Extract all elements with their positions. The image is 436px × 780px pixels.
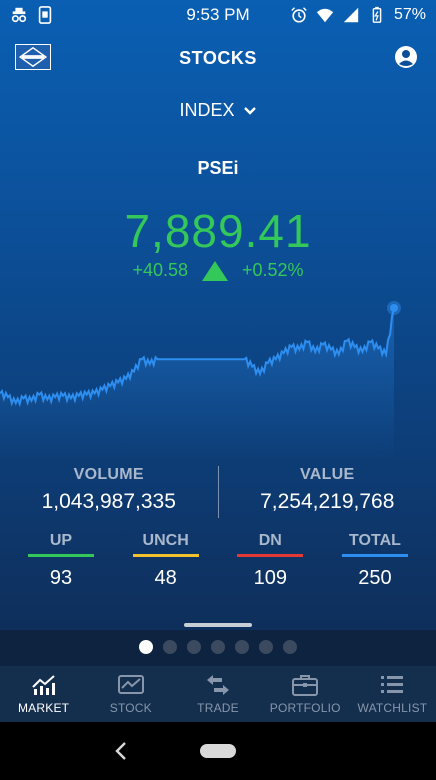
breadth-up: UP 93: [28, 532, 94, 590]
breadth-total-bar: [341, 554, 408, 557]
index-name: PSEi: [197, 158, 239, 178]
trade-arrows-icon: [207, 675, 229, 695]
nav-portfolio[interactable]: PORTFOLIO: [262, 666, 349, 722]
page-dot[interactable]: [187, 640, 201, 654]
nav-watchlist[interactable]: WATCHLIST: [349, 666, 436, 722]
value-label: VALUE: [299, 466, 355, 483]
nav-label: STOCK: [109, 701, 152, 715]
list-icon: [381, 676, 404, 693]
index-value: 7,889.41: [124, 205, 312, 257]
page-indicator: [0, 640, 436, 654]
up-arrow-icon: [202, 260, 228, 281]
page-title: STOCKS: [179, 47, 257, 68]
chart-last-point: [390, 304, 398, 312]
page-dot[interactable]: [235, 640, 249, 654]
home-pill[interactable]: [200, 744, 236, 758]
index-change-percent: +0.52%: [242, 260, 304, 280]
breadth-unch-bar: [132, 554, 199, 557]
stats-divider: [217, 466, 219, 518]
battery-percent: 57%: [393, 6, 426, 23]
system-nav-bar: [0, 722, 436, 780]
page-dot[interactable]: [211, 640, 225, 654]
nav-label: TRADE: [197, 701, 239, 715]
incognito-icon: [11, 7, 27, 23]
index-change-row: +40.58 +0.52%: [0, 260, 436, 281]
breadth-label: TOTAL: [349, 532, 401, 549]
value-value: 7,254,219,768: [260, 490, 395, 513]
page-dot[interactable]: [163, 640, 177, 654]
page-dot[interactable]: [259, 640, 273, 654]
breadth-label: UP: [49, 532, 73, 549]
chart-series-line: [0, 307, 395, 408]
account-icon[interactable]: [394, 45, 418, 69]
battery-icon: [372, 6, 382, 23]
volume-value: 1,043,987,335: [41, 490, 176, 513]
alarm-icon: [291, 7, 307, 23]
nav-label: PORTFOLIO: [269, 701, 341, 715]
page-dot[interactable]: [283, 640, 297, 654]
nav-trade[interactable]: TRADE: [174, 666, 261, 722]
wifi-icon: [316, 8, 334, 23]
drag-handle[interactable]: [184, 623, 252, 627]
nav-market[interactable]: MARKET: [0, 666, 87, 722]
breadth-value: 93: [49, 567, 73, 589]
index-dropdown-label: INDEX: [179, 100, 235, 120]
signal-icon: [343, 7, 359, 23]
phone-download-icon: [38, 6, 52, 24]
briefcase-icon: [292, 675, 319, 696]
stock-chart-icon: [117, 675, 144, 694]
breadth-dn: DN 109: [237, 532, 304, 590]
index-change: +40.58: [132, 260, 188, 280]
volume-label: VOLUME: [73, 466, 144, 483]
exchange-logo-icon[interactable]: [15, 44, 51, 70]
market-chart-icon: [31, 675, 55, 695]
nav-stock[interactable]: STOCK: [87, 666, 174, 722]
market-breadth: UP 93 UNCH 48 DN 109 TOTAL 250: [28, 532, 408, 590]
status-bar: 9:53 PM 57%: [0, 0, 436, 30]
breadth-dn-bar: [237, 554, 304, 557]
breadth-total: TOTAL 250: [341, 532, 408, 590]
bottom-nav: MARKET STOCK TRADE PORTFOLIO: [0, 666, 436, 722]
nav-label: MARKET: [17, 701, 70, 715]
breadth-up-bar: [28, 554, 94, 557]
volume-stat: VOLUME 1,043,987,335: [0, 466, 218, 518]
market-stats: VOLUME 1,043,987,335 VALUE 7,254,219,768: [0, 466, 436, 518]
value-stat: VALUE 7,254,219,768: [219, 466, 436, 518]
chart-area-fill: [0, 308, 394, 460]
breadth-label: DN: [258, 532, 282, 549]
index-intraday-chart[interactable]: [0, 290, 436, 460]
back-icon[interactable]: [112, 740, 130, 762]
app-header: STOCKS: [0, 38, 436, 78]
page-dot[interactable]: [139, 640, 153, 654]
breadth-value: 48: [154, 567, 177, 589]
breadth-value: 109: [253, 567, 287, 589]
index-dropdown[interactable]: INDEX: [0, 100, 436, 121]
breadth-label: UNCH: [142, 532, 189, 549]
nav-label: WATCHLIST: [357, 701, 428, 715]
chevron-down-icon: [243, 106, 256, 115]
breadth-value: 250: [358, 567, 392, 589]
breadth-unch: UNCH 48: [132, 532, 199, 590]
